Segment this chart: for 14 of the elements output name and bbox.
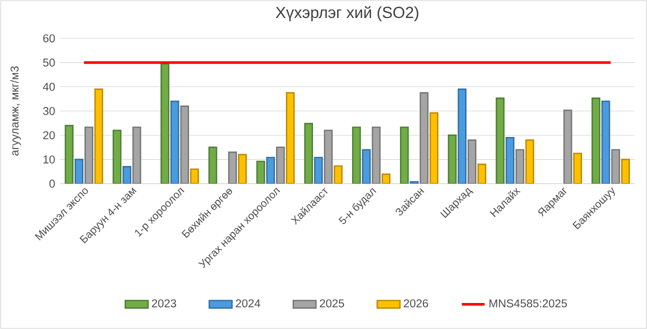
y-tick-label: 60 — [43, 34, 55, 42]
legend-label: 2024 — [236, 299, 260, 308]
legend-label: 2026 — [404, 299, 428, 308]
chart-title: Хүхэрлэг хий (SO2) — [276, 6, 418, 22]
y-tick-label: 20 — [43, 131, 55, 140]
legend-label: MNS4585:2025 — [490, 299, 567, 308]
y-tick-label: 40 — [42, 82, 55, 91]
y-tick-label: 50 — [43, 58, 55, 67]
y-tick-label: 10 — [44, 155, 55, 164]
y-tick-label: 30 — [43, 107, 55, 116]
legend-label: 2023 — [152, 299, 176, 308]
y-axis-title: агууламж, мкг/м3 — [10, 66, 21, 156]
y-tick-label: 0 — [49, 180, 55, 188]
legend-label: 2025 — [320, 299, 344, 308]
